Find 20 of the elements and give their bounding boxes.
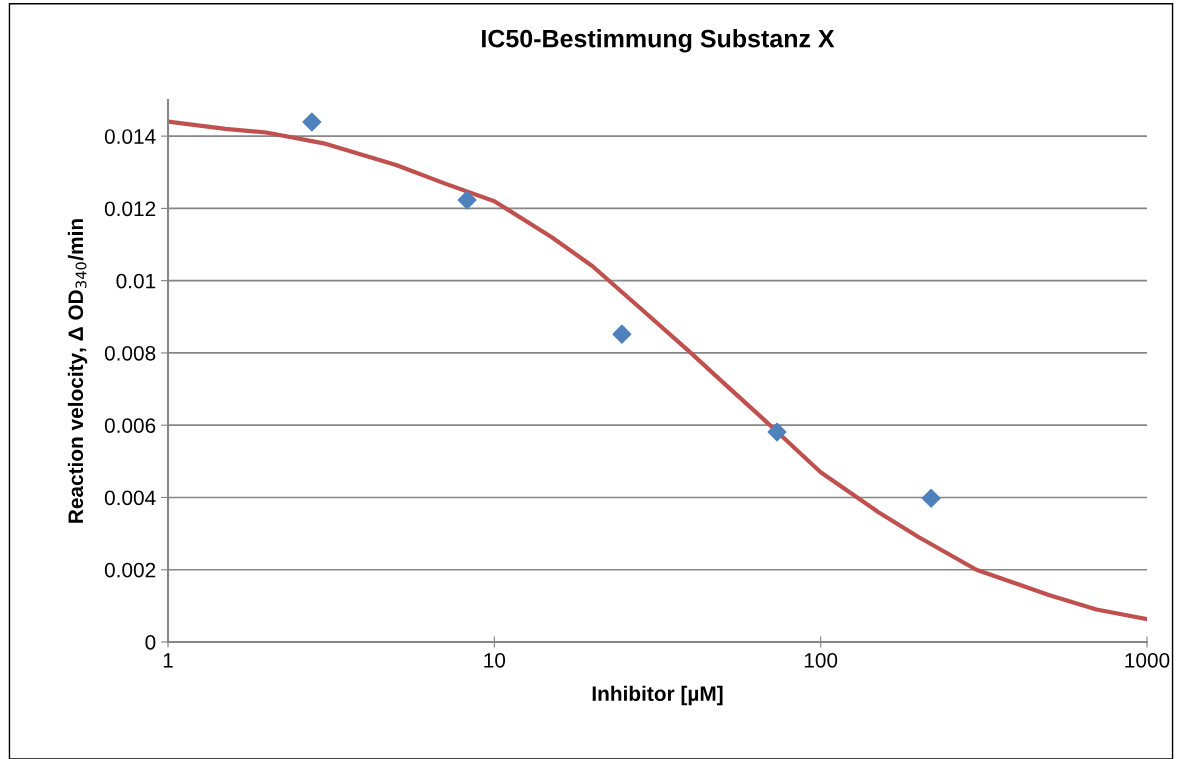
x-tick-label: 1 xyxy=(163,653,173,668)
x-tick-label: 1000 xyxy=(1125,652,1170,668)
y-tick-label: 0.004 xyxy=(104,490,156,506)
y-tick-label: 0.012 xyxy=(104,201,156,217)
y-tick-label: 0.014 xyxy=(104,129,156,144)
y-tick-label: 0.01 xyxy=(116,273,156,289)
y-tick-label: 0.002 xyxy=(104,562,156,578)
x-axis-title: Inhibitor [µM] xyxy=(592,685,723,706)
x-tick-label: 100 xyxy=(804,652,838,668)
y-tick-label: 0.006 xyxy=(104,418,156,433)
point xyxy=(457,190,477,210)
x-tick-label: 10 xyxy=(484,652,506,668)
point xyxy=(767,422,787,442)
point xyxy=(921,488,941,508)
y-tick-label: 0 xyxy=(145,635,156,650)
point xyxy=(302,112,322,132)
y-tick-label: 0.008 xyxy=(104,345,156,361)
chart-title: IC50-Bestimmung Substanz X xyxy=(482,29,835,53)
point xyxy=(612,324,632,344)
y-axis-title: Reaction velocity, Δ OD$_{340}$/min xyxy=(67,219,88,523)
